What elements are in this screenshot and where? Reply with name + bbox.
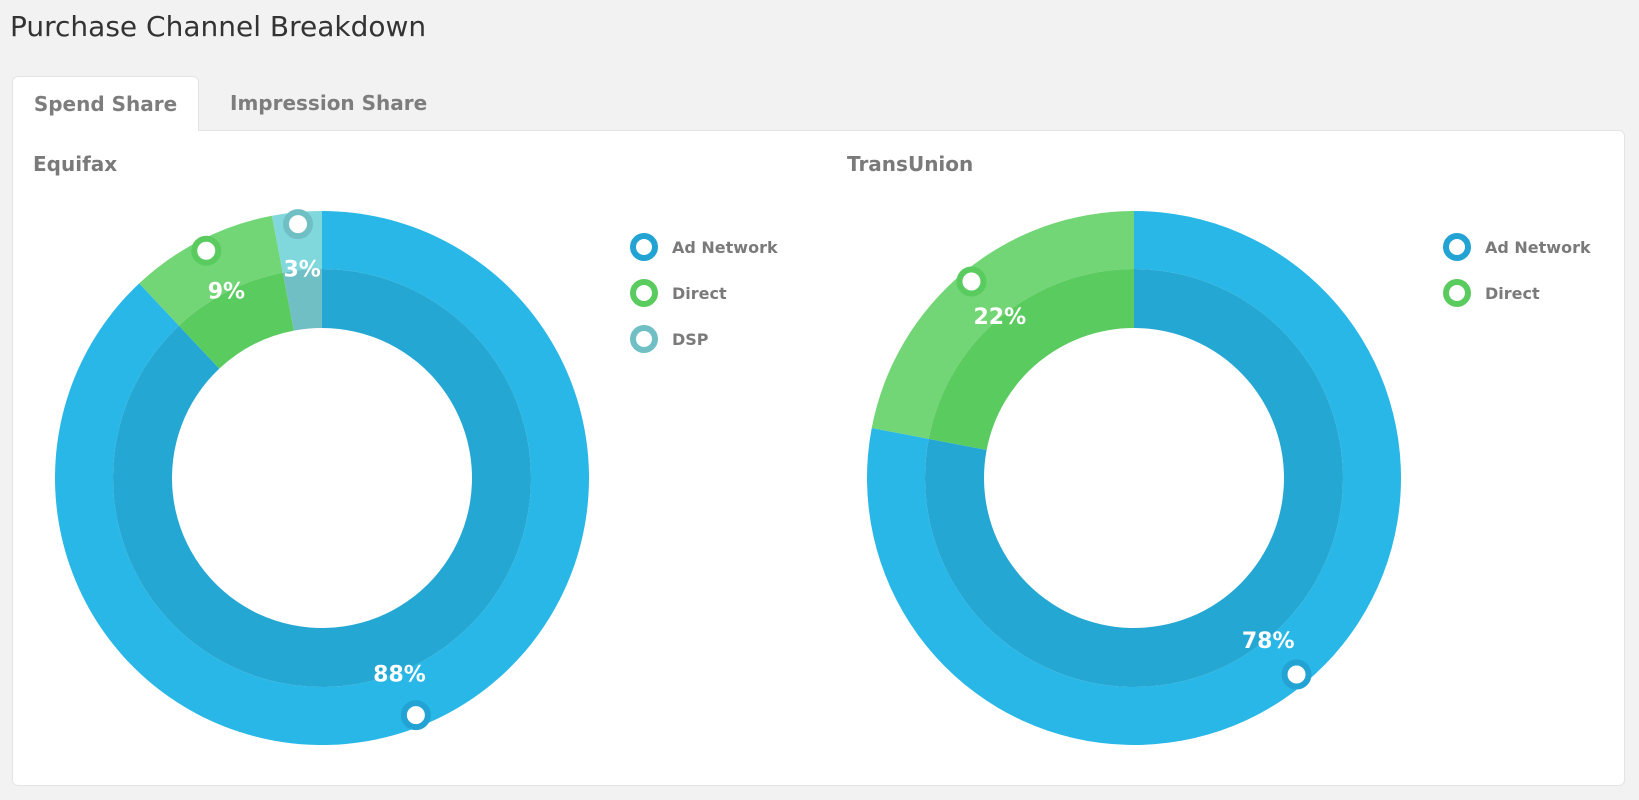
- chart-title-transunion: TransUnion: [847, 152, 974, 176]
- slice-inner-dsp: [282, 269, 322, 331]
- legend-item-dsp[interactable]: DSP: [630, 316, 778, 362]
- slice-outer-direct: [139, 215, 283, 326]
- marker-direct-icon: [191, 235, 222, 266]
- tab-spend-share[interactable]: Spend Share: [12, 76, 199, 131]
- data-label-ad-network: 78%: [1242, 629, 1295, 654]
- data-label-ad-network: 88%: [373, 663, 426, 688]
- marker-ad-network-icon: [1281, 659, 1312, 690]
- chart-title-equifax: Equifax: [33, 152, 118, 176]
- data-label-direct: 22%: [973, 305, 1026, 330]
- marker-dsp-icon: [283, 209, 314, 240]
- data-label-dsp: 3%: [284, 257, 321, 282]
- tab-impression-share[interactable]: Impression Share: [230, 91, 428, 115]
- marker-ad-network-icon: [400, 700, 431, 731]
- slice-inner-direct: [178, 272, 294, 369]
- legend-item-direct[interactable]: Direct: [1443, 270, 1591, 316]
- legend-equifax: Ad Network Direct DSP: [630, 224, 778, 362]
- legend-marker-icon: [630, 279, 658, 307]
- legend-item-ad-network[interactable]: Ad Network: [1443, 224, 1591, 270]
- slice-inner-ad-network: [113, 269, 532, 687]
- data-label-direct: 9%: [208, 279, 245, 304]
- legend-marker-icon: [630, 325, 658, 353]
- legend-transunion: Ad Network Direct: [1443, 224, 1591, 316]
- slice-inner-direct: [928, 269, 1134, 450]
- marker-direct-icon: [956, 266, 987, 297]
- page-title: Purchase Channel Breakdown: [10, 10, 427, 43]
- legend-marker-icon: [630, 233, 658, 261]
- legend-item-ad-network[interactable]: Ad Network: [630, 224, 778, 270]
- slice-outer-direct: [871, 211, 1134, 439]
- legend-marker-icon: [1443, 279, 1471, 307]
- legend-item-direct[interactable]: Direct: [630, 270, 778, 316]
- legend-marker-icon: [1443, 233, 1471, 261]
